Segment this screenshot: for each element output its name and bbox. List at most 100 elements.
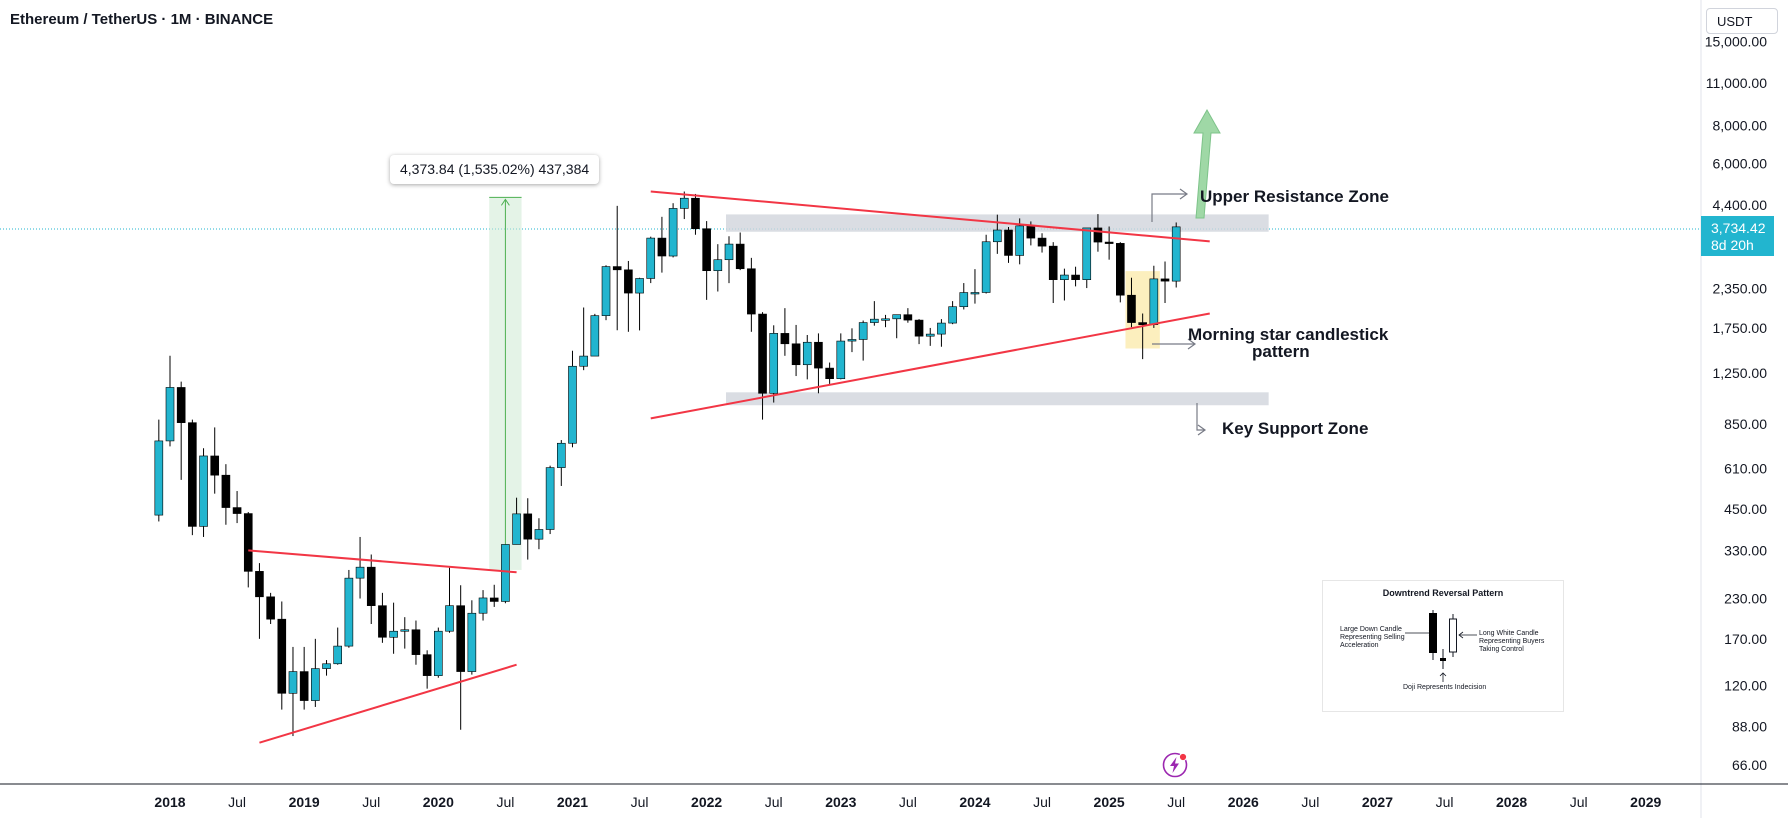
y-tick-label: 11,000.00	[1706, 75, 1767, 91]
y-tick-label: 850.00	[1724, 416, 1767, 432]
candle-body	[802, 341, 812, 366]
inset-bottom-text: Doji Represents Indecision	[1403, 684, 1487, 691]
candle-body	[1093, 227, 1103, 243]
candle-body	[478, 597, 488, 614]
y-tick-label: 1,250.00	[1713, 365, 1768, 381]
x-tick-label: 2024	[959, 794, 990, 810]
candle-body	[903, 314, 913, 321]
candle-body	[769, 333, 779, 394]
currency-button[interactable]: USDT	[1706, 8, 1778, 34]
candle-body	[1026, 225, 1036, 239]
trendline	[650, 190, 1210, 243]
trendlines-layer	[248, 190, 1210, 744]
candle-body	[411, 629, 421, 655]
price-axis[interactable]: 15,000.00 11,000.00 8,000.00 6,000.00 4,400.…	[1705, 33, 1768, 773]
inset-left-text: Large Down Candle Representing Selling A…	[1340, 626, 1405, 650]
x-tick-label: 2028	[1496, 794, 1527, 810]
y-tick-label: 6,000.00	[1713, 156, 1768, 172]
x-tick-label: Jul	[1570, 794, 1588, 810]
candle-body	[679, 197, 689, 209]
y-tick-label: 88.00	[1732, 719, 1767, 735]
measurement-label: 4,373.84 (1,535.02%) 437,384	[390, 155, 600, 184]
y-tick-label: 610.00	[1724, 460, 1767, 476]
x-tick-label: Jul	[1301, 794, 1319, 810]
candle-body	[1015, 225, 1024, 256]
candle-body	[568, 365, 577, 444]
candle-body	[1048, 245, 1058, 280]
candle-body	[825, 367, 834, 379]
candle-body	[579, 355, 588, 367]
inset-left-line2: Representing Selling	[1340, 634, 1405, 641]
candle-body	[780, 333, 790, 345]
measurement-arrowhead	[500, 198, 510, 206]
candle-body	[467, 612, 477, 672]
y-tick-label: 170.00	[1724, 631, 1767, 647]
y-tick-label: 4,400.00	[1713, 197, 1768, 213]
candle-body	[489, 597, 499, 602]
symbol-title: Ethereum / TetherUS · 1M · BINANCE	[10, 11, 274, 28]
candle-body	[1116, 243, 1125, 296]
candle-body	[691, 197, 700, 230]
candle-body	[445, 605, 454, 632]
morning-star-label-line1: Morning star candlestick	[1188, 325, 1389, 344]
arrow-morning	[1152, 338, 1197, 350]
y-tick-label: 450.00	[1724, 501, 1767, 517]
candle-body	[434, 630, 443, 676]
x-tick-label: 2019	[289, 794, 320, 810]
candle-body	[322, 663, 331, 669]
candle-body	[1037, 237, 1047, 247]
inset-doji	[1440, 658, 1446, 661]
x-tick-label: Jul	[362, 794, 380, 810]
candle-body	[176, 387, 186, 423]
x-tick-label: 2026	[1228, 794, 1259, 810]
x-tick-label: Jul	[1436, 794, 1454, 810]
candle-body	[288, 671, 298, 694]
candle-body	[333, 645, 343, 665]
candle-body	[1104, 241, 1114, 244]
candles-layer	[154, 191, 1181, 737]
x-tick-label: 2027	[1362, 794, 1393, 810]
countdown-value: 8d 20h	[1711, 237, 1754, 253]
upper-resistance-label: Upper Resistance Zone	[1200, 187, 1389, 206]
candle-body	[735, 243, 745, 270]
candle-body	[948, 306, 957, 324]
y-tick-label: 66.00	[1732, 757, 1767, 773]
candle-body	[836, 340, 846, 379]
morning-star-label-line2: pattern	[1252, 342, 1310, 361]
candle-body	[1127, 294, 1136, 323]
candle-body	[523, 513, 533, 540]
inset-left-line1: Large Down Candle	[1340, 626, 1402, 633]
candle-body	[266, 596, 275, 620]
candle-body	[791, 343, 801, 366]
y-tick-label: 8,000.00	[1713, 117, 1768, 133]
candle-body	[556, 442, 566, 468]
x-tick-label: Jul	[899, 794, 917, 810]
candle-body	[165, 387, 175, 442]
time-axis[interactable]: 2018 Jul 2019 Jul 2020 Jul 2021 Jul 2022 Jul 2023 J…	[154, 794, 1661, 810]
bolt-icon[interactable]	[1162, 752, 1188, 778]
candle-body	[981, 241, 991, 293]
inset-right-line3: Taking Control	[1479, 646, 1524, 653]
candle-body	[199, 455, 208, 527]
candle-body	[366, 566, 376, 606]
y-tick-label: 120.00	[1724, 677, 1767, 693]
inset-title: Downtrend Reversal Pattern	[1382, 588, 1504, 598]
trendline	[259, 663, 517, 744]
candle-body	[959, 292, 969, 308]
candle-body	[1082, 227, 1092, 280]
candle-body	[702, 228, 711, 272]
candle-body	[1149, 278, 1159, 326]
x-tick-label: Jul	[1033, 794, 1051, 810]
y-tick-label: 330.00	[1724, 542, 1767, 558]
candle-body	[545, 467, 555, 530]
inset-left-line3: Acceleration	[1340, 642, 1379, 649]
candle-body	[925, 333, 935, 337]
inset-down-candle	[1429, 613, 1437, 653]
candle-body	[232, 507, 242, 514]
candle-body	[892, 314, 902, 320]
candle-body	[993, 229, 1002, 243]
zone-rect	[726, 392, 1269, 406]
candle-body	[590, 315, 600, 357]
candle-body	[970, 292, 980, 295]
last-price-tag: 3,734.42 8d 20h	[1701, 216, 1774, 256]
